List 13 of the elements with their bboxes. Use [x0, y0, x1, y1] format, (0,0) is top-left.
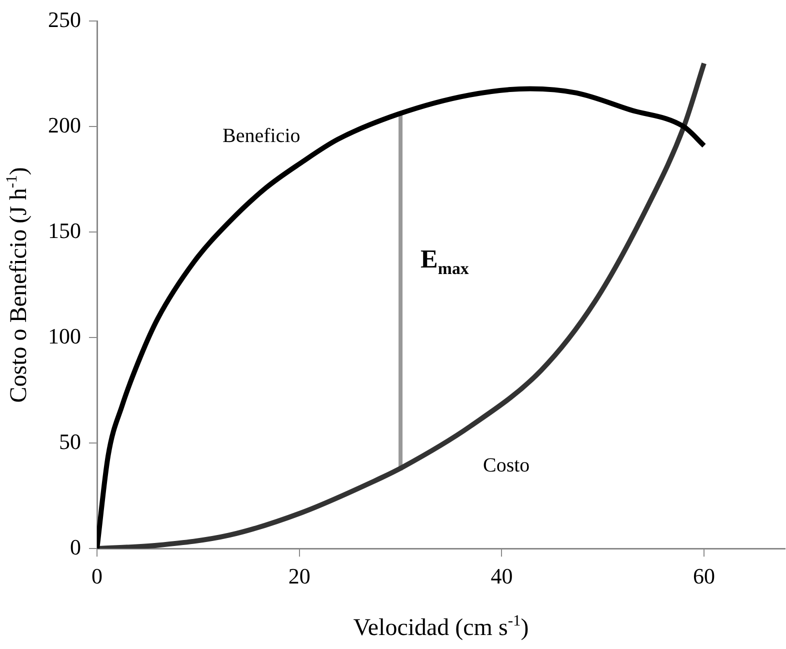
- x-tick-label: 20: [288, 564, 310, 589]
- y-tick-label: 150: [48, 218, 81, 243]
- y-tick-label: 0: [70, 534, 81, 560]
- series-label: Costo: [482, 454, 530, 476]
- y-tick-label: 200: [48, 112, 81, 138]
- x-tick-label: 0: [92, 564, 102, 589]
- y-tick-label: 250: [48, 6, 81, 32]
- y-tick-label: 50: [59, 428, 81, 454]
- y-tick-label: 100: [48, 323, 81, 348]
- x-tick-label: 60: [693, 564, 716, 589]
- series-label: Beneficio: [222, 124, 300, 147]
- y-axis-title: Costo o Beneficio (J h-1): [3, 167, 32, 403]
- x-tick-label: 40: [490, 564, 513, 589]
